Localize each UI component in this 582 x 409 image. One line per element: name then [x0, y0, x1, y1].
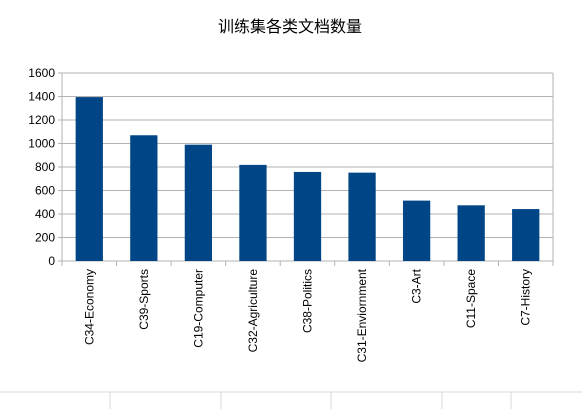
y-tick-labels: 0 200 400 600 800 1000 1200 1400 1600 [28, 66, 55, 268]
y-tick-label: 1600 [28, 66, 55, 80]
y-tick-label: 1000 [28, 137, 55, 151]
x-tick-labels: C34-Economy C39-Sports C19-Computer C32-Agr… [82, 268, 532, 362]
x-tick-label: C7-History [519, 269, 533, 326]
x-tick-label: C34-Economy [82, 269, 96, 345]
bar [184, 144, 213, 261]
y-tick-label: 0 [48, 254, 55, 268]
y-tick-label: 1200 [28, 113, 55, 127]
x-tick-label: C3-Art [410, 268, 424, 303]
bars [75, 97, 540, 262]
bar [457, 205, 485, 261]
y-tick-label: 200 [35, 231, 55, 245]
chart-title: 训练集各类文档数量 [218, 17, 362, 36]
bar [75, 97, 103, 262]
bar [512, 209, 540, 261]
y-tick-label: 600 [35, 184, 55, 198]
bar [293, 171, 322, 261]
y-tick-label: 1400 [28, 90, 55, 104]
x-tick-label: C31-Enviornment [355, 268, 369, 362]
bar [130, 135, 158, 261]
bar [239, 164, 267, 261]
y-tick-label: 400 [35, 207, 55, 221]
x-tick-label: C19-Computer [191, 269, 205, 348]
x-tick-label: C32-Agriculture [246, 269, 260, 353]
x-tick-label: C39-Sports [137, 269, 151, 330]
bar [348, 172, 376, 261]
bar [402, 200, 431, 261]
x-tick-label: C11-Space [464, 269, 478, 328]
x-tick-label: C38-Politics [301, 269, 315, 333]
sheet-cell-borders [0, 391, 582, 409]
y-tick-label: 800 [35, 160, 55, 174]
axes [61, 73, 554, 266]
